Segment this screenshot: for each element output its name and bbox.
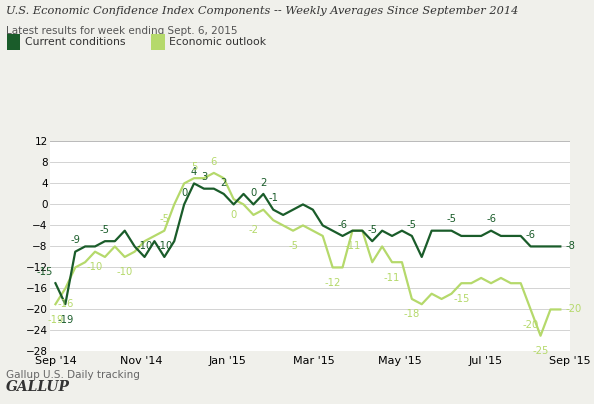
- Text: -15: -15: [453, 294, 469, 304]
- Text: -6: -6: [526, 230, 536, 240]
- Text: -19: -19: [48, 315, 64, 325]
- Text: 6: 6: [211, 157, 217, 166]
- Text: -5: -5: [159, 215, 169, 224]
- Text: -20: -20: [565, 305, 582, 314]
- Text: -11: -11: [384, 273, 400, 283]
- Text: 4: 4: [191, 167, 197, 177]
- Text: -20: -20: [523, 320, 539, 330]
- Text: -5: -5: [288, 241, 298, 251]
- Text: 0: 0: [181, 188, 187, 198]
- Text: -10: -10: [137, 241, 153, 250]
- Text: -5: -5: [407, 220, 417, 229]
- Text: 5: 5: [191, 162, 197, 172]
- Text: -10: -10: [116, 267, 133, 278]
- Text: Current conditions: Current conditions: [25, 38, 125, 47]
- Text: 2: 2: [220, 178, 227, 187]
- Text: -12: -12: [324, 278, 341, 288]
- Text: -9: -9: [70, 236, 80, 245]
- Text: Latest results for week ending Sept. 6, 2015: Latest results for week ending Sept. 6, …: [6, 26, 238, 36]
- Text: -1: -1: [268, 194, 278, 203]
- Text: -19: -19: [57, 315, 74, 325]
- Text: Economic outlook: Economic outlook: [169, 38, 267, 47]
- Text: -15: -15: [36, 267, 52, 277]
- Text: U.S. Economic Confidence Index Components -- Weekly Averages Since September 201: U.S. Economic Confidence Index Component…: [6, 6, 519, 16]
- Text: -2: -2: [248, 225, 258, 236]
- Text: -16: -16: [57, 299, 74, 309]
- Text: GALLUP: GALLUP: [6, 380, 70, 394]
- Text: -5: -5: [367, 225, 377, 235]
- Text: -11: -11: [345, 241, 361, 251]
- Text: Gallup U.S. Daily tracking: Gallup U.S. Daily tracking: [6, 370, 140, 380]
- Text: 0: 0: [250, 188, 257, 198]
- Text: -8: -8: [565, 242, 575, 251]
- Text: -25: -25: [532, 346, 549, 356]
- Text: -18: -18: [404, 309, 420, 320]
- Text: -5: -5: [100, 225, 110, 235]
- Text: -6: -6: [486, 215, 496, 224]
- Text: -10: -10: [156, 241, 172, 250]
- Text: 3: 3: [201, 173, 207, 182]
- Text: 2: 2: [260, 178, 267, 187]
- Text: -5: -5: [447, 215, 456, 224]
- Text: -10: -10: [87, 262, 103, 272]
- Text: 0: 0: [230, 210, 237, 220]
- Text: -6: -6: [337, 220, 347, 229]
